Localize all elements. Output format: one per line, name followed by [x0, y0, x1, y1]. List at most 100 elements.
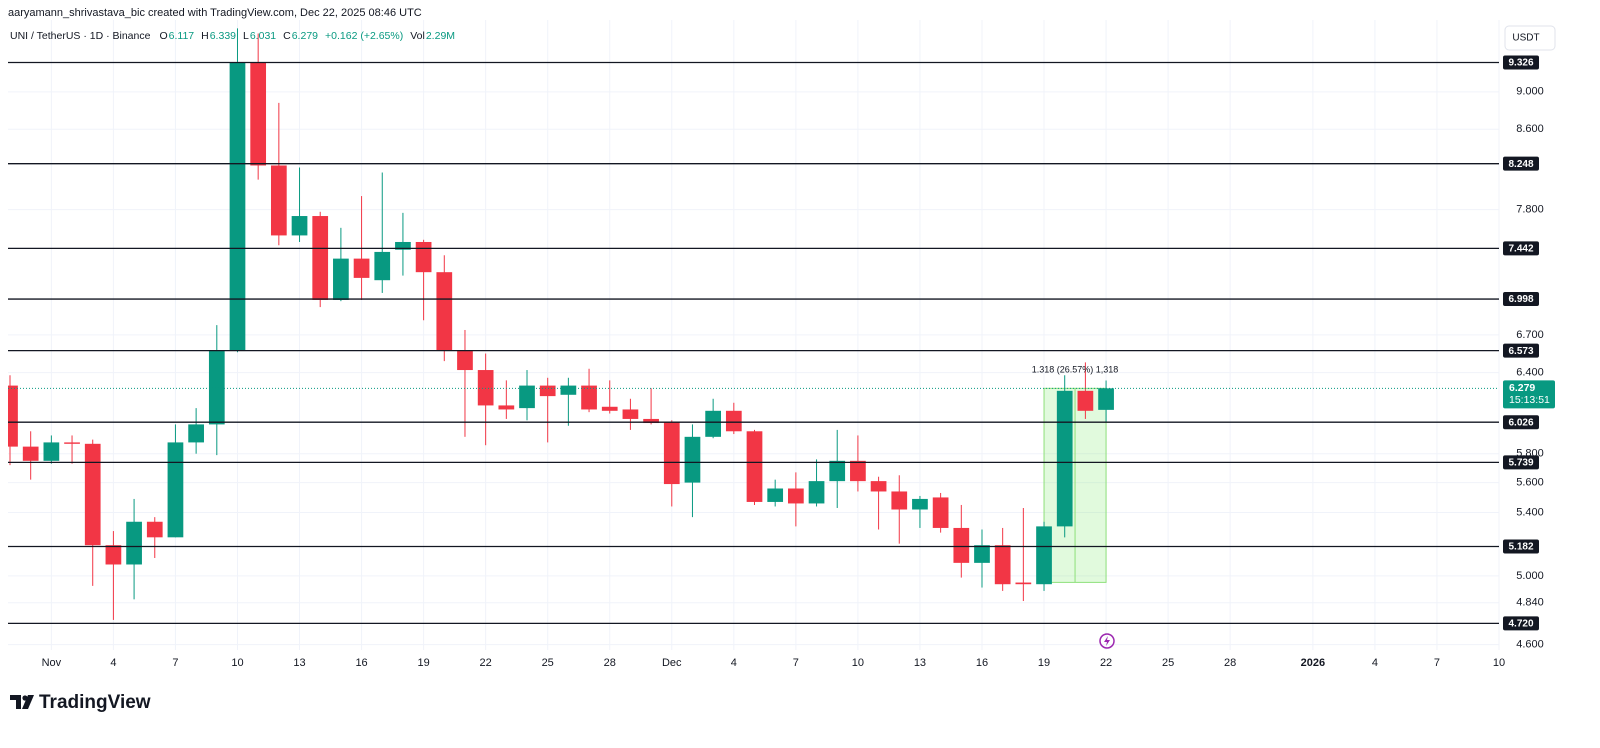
candle-body	[808, 481, 825, 504]
candle-body	[146, 521, 163, 538]
candle-body	[498, 405, 515, 410]
level-label: 9.326	[1508, 58, 1533, 69]
x-tick-label: 22	[1100, 657, 1112, 669]
x-tick-label: 4	[1372, 657, 1378, 669]
last-price-box	[1503, 380, 1555, 409]
plot-area	[8, 28, 1499, 625]
candle-body	[829, 460, 846, 482]
candle-body	[291, 216, 308, 236]
candle-body	[994, 545, 1011, 585]
brand: TradingView	[39, 692, 151, 713]
candle-body	[663, 421, 680, 485]
level-label-box	[1503, 55, 1539, 70]
x-tick-label: 7	[172, 657, 178, 669]
level-label-box	[1503, 156, 1539, 171]
level-label: 6.573	[1508, 346, 1533, 357]
candle-body	[581, 385, 597, 410]
y-tick-label: 5.600	[1516, 477, 1544, 489]
candle-body	[229, 62, 246, 352]
candle-body	[312, 216, 329, 300]
candle-body	[188, 424, 204, 443]
level-label: 5.182	[1508, 542, 1533, 553]
x-tick-label: 4	[731, 657, 737, 669]
candle-body	[725, 410, 742, 432]
candle-body	[891, 491, 908, 510]
legend-label: O	[159, 30, 167, 42]
candle-body	[684, 436, 701, 483]
y-tick-label: 9.000	[1516, 86, 1544, 98]
candle-body	[457, 351, 473, 371]
candle-body	[974, 545, 990, 563]
legend-value: 2.29M	[426, 30, 455, 42]
x-tick-label: 13	[293, 657, 305, 669]
x-tick-label: 7	[1434, 657, 1440, 669]
legend-label: H	[201, 30, 209, 42]
candle-body	[353, 258, 370, 278]
candle-body	[477, 370, 494, 406]
candle-body	[1098, 388, 1114, 410]
x-tick-label: 13	[914, 657, 926, 669]
candle-body	[395, 241, 411, 250]
x-tick-label: 25	[1162, 657, 1174, 669]
legend-value: +0.162 (+2.65%)	[325, 30, 403, 42]
brand-logo	[10, 695, 34, 709]
y-tick-label: 4.600	[1516, 639, 1544, 651]
y-tick-label: 6.700	[1516, 329, 1544, 341]
candle-body	[850, 460, 866, 482]
currency: USDT	[1512, 33, 1539, 44]
level-label-box	[1503, 455, 1539, 470]
y-tick-label: 6.400	[1516, 367, 1544, 379]
candle-body	[8, 385, 18, 447]
x-tick-label: 16	[355, 657, 367, 669]
candle-body	[1056, 390, 1073, 527]
y-tick-label: 5.000	[1516, 570, 1544, 582]
candle-body	[788, 488, 804, 504]
candle-body	[601, 406, 618, 411]
candle-body	[870, 481, 887, 492]
x-tick-label: 28	[1224, 657, 1236, 669]
x-tick-label: Dec	[662, 657, 682, 669]
level-label: 7.442	[1508, 244, 1533, 255]
candle-body	[622, 409, 639, 419]
candle-body	[767, 488, 784, 502]
level-label-box	[1503, 343, 1539, 358]
candle-body	[415, 241, 432, 273]
candle-body	[539, 385, 556, 397]
level-label: 6.026	[1508, 417, 1533, 428]
last-price-label: 6.279	[1509, 382, 1535, 394]
symbol: UNI / TetherUS · 1D · Binance	[10, 30, 151, 42]
candle-body	[333, 258, 349, 300]
currency-button[interactable]	[1504, 25, 1556, 51]
x-tick-label: 28	[604, 657, 616, 669]
legend-value: 6.031	[250, 30, 276, 42]
level-label-box	[1503, 292, 1539, 307]
candle-body	[167, 442, 184, 538]
x-tick-label: 19	[417, 657, 429, 669]
candle-body	[22, 446, 39, 461]
candle-body	[208, 351, 225, 425]
x-tick-label: Nov	[42, 657, 62, 669]
x-tick-label: 25	[542, 657, 554, 669]
measure-label: 1.318 (26.57%) 1,318	[1032, 365, 1119, 375]
y-tick-label: 4.840	[1516, 597, 1544, 609]
attribution: aaryamann_shrivastava_bic created with T…	[8, 7, 422, 19]
candle-body	[1015, 582, 1032, 585]
y-tick-label: 5.400	[1516, 506, 1544, 518]
candle-body	[64, 442, 80, 444]
level-label: 6.998	[1508, 294, 1533, 305]
legend-label: Vol	[410, 30, 425, 42]
level-label: 4.720	[1508, 619, 1533, 630]
legend-label: L	[243, 30, 249, 42]
candle-body	[126, 521, 142, 565]
candle-body	[84, 443, 101, 546]
legend-value: 6.279	[292, 30, 318, 42]
candle-body	[105, 545, 122, 565]
candle-body	[436, 272, 453, 352]
candle-body	[270, 165, 287, 236]
x-tick-label: 16	[976, 657, 988, 669]
level-label-box	[1503, 415, 1539, 430]
candle-body	[43, 442, 60, 461]
candle-body	[953, 527, 970, 563]
y-tick-label: 8.600	[1516, 123, 1544, 135]
